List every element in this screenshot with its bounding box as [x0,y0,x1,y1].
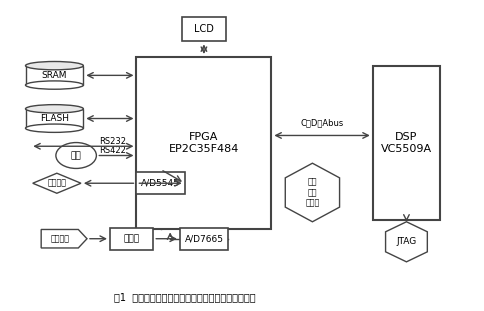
Text: LCD: LCD [194,24,213,34]
Text: 预处理: 预处理 [123,234,139,243]
FancyBboxPatch shape [180,228,227,249]
Text: SRAM: SRAM [42,71,67,80]
Ellipse shape [26,81,83,89]
Text: C、D、Abus: C、D、Abus [300,119,343,128]
Polygon shape [32,173,81,193]
Ellipse shape [26,104,83,113]
FancyBboxPatch shape [26,66,83,85]
Polygon shape [41,230,87,248]
FancyBboxPatch shape [136,57,271,230]
Text: 图1  水下目标定位系统的数字信号处理模块组成框图: 图1 水下目标定位系统的数字信号处理模块组成框图 [114,292,255,302]
FancyBboxPatch shape [26,109,83,128]
Text: 时钟: 时钟 [71,151,81,160]
Circle shape [56,142,96,169]
Text: 电源
复位
看门狗: 电源 复位 看门狗 [304,178,319,207]
Text: FPGA
EP2C35F484: FPGA EP2C35F484 [168,132,239,154]
Text: DSP
VC5509A: DSP VC5509A [380,132,431,154]
Text: 模拟输出: 模拟输出 [47,179,66,188]
Text: A/D7665: A/D7665 [184,234,223,243]
Text: JTAG: JTAG [395,237,416,246]
Text: RS422: RS422 [99,146,125,156]
Text: FLASH: FLASH [40,114,69,123]
Text: 模拟输入: 模拟输入 [50,234,69,243]
FancyBboxPatch shape [182,17,225,41]
FancyBboxPatch shape [372,66,439,220]
FancyBboxPatch shape [136,173,184,194]
Polygon shape [285,163,339,222]
Text: A/D5545: A/D5545 [141,179,180,188]
Text: RS232: RS232 [99,137,125,146]
FancyBboxPatch shape [110,228,153,249]
Ellipse shape [26,62,83,70]
Ellipse shape [26,124,83,132]
Polygon shape [385,222,426,262]
